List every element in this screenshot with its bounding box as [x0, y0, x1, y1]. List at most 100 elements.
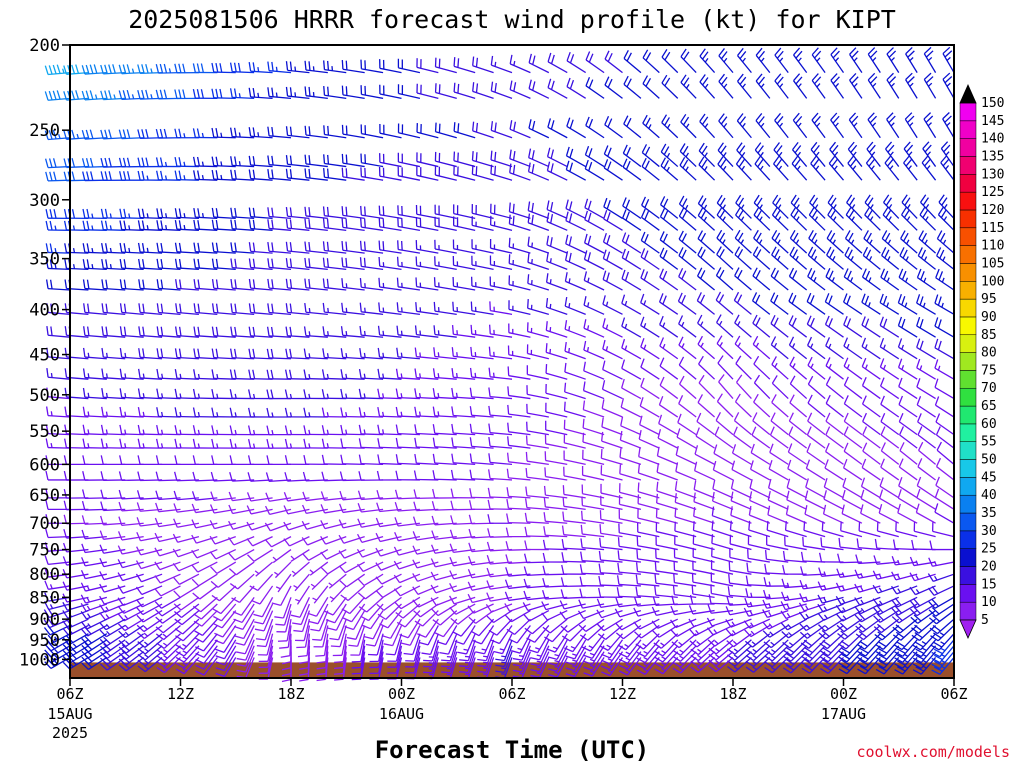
wind-barb: [639, 397, 660, 418]
wind-barb: [825, 357, 844, 380]
colorbar-label: 85: [981, 328, 997, 343]
wind-barb: [716, 393, 734, 418]
wind-barb: [415, 302, 439, 315]
wind-barb: [718, 48, 734, 74]
wind-barb: [561, 564, 586, 575]
wind-barb: [234, 618, 255, 640]
wind-barb: [879, 316, 900, 338]
wind-barb: [856, 538, 881, 551]
wind-barb: [489, 255, 513, 271]
wind-barb: [138, 348, 163, 360]
wind-barb: [617, 550, 641, 563]
wind-barb: [693, 480, 715, 499]
wind-barb: [671, 595, 697, 606]
wind-barb: [209, 520, 236, 530]
wind-barb: [618, 523, 642, 538]
wind-barb: [340, 424, 365, 436]
wind-barb: [485, 603, 513, 613]
wind-barb: [233, 610, 255, 631]
wind-barb: [604, 76, 623, 99]
wind-barb: [710, 560, 734, 575]
wind-barb: [423, 639, 439, 662]
wind-barb: [172, 533, 200, 543]
wind-barb: [771, 206, 789, 231]
wind-barb: [174, 388, 199, 400]
wind-barb: [604, 50, 623, 74]
wind-barb: [471, 204, 494, 220]
wind-barb: [806, 292, 826, 315]
wind-barb: [563, 419, 586, 436]
wind-barb: [876, 521, 899, 538]
wind-barb: [713, 444, 734, 465]
wind-barb: [762, 599, 789, 609]
wind-barb: [904, 112, 918, 139]
wind-barb: [753, 355, 771, 380]
wind-barb: [303, 454, 328, 466]
wind-barb: [394, 596, 421, 610]
wind-barb: [264, 505, 292, 516]
wind-barb: [585, 77, 605, 99]
wind-barb: [892, 618, 918, 634]
wind-barb: [137, 242, 163, 254]
wind-barb: [83, 326, 107, 338]
wind-barb: [845, 206, 863, 231]
colorbar-swatch: [959, 263, 977, 282]
wind-barb: [901, 194, 918, 219]
credit-text: coolwx.com/models: [856, 743, 1010, 761]
wind-barb: [508, 214, 531, 231]
colorbar-label: 95: [981, 292, 997, 307]
wind-barb: [412, 545, 439, 555]
colorbar-swatch: [959, 387, 977, 407]
wind-barb: [753, 229, 771, 254]
wind-barb: [849, 72, 863, 99]
wind-barb: [934, 378, 955, 400]
wind-barb: [452, 239, 476, 254]
wind-barb: [545, 343, 568, 360]
wind-barb: [717, 156, 734, 181]
wind-barb: [341, 85, 365, 99]
wind-barb: [471, 165, 494, 181]
wind-barb: [290, 597, 311, 618]
wind-barb: [215, 633, 237, 653]
wind-barb: [659, 208, 679, 231]
wind-barb: [934, 317, 955, 338]
wind-barb: [636, 651, 660, 670]
wind-barb: [46, 326, 71, 338]
wind-barb: [267, 278, 292, 291]
wind-barb: [488, 436, 513, 449]
wind-barb: [82, 368, 107, 380]
wind-barb: [678, 315, 697, 338]
wind-barb: [875, 639, 900, 657]
wind-barb: [640, 338, 660, 360]
wind-barb: [780, 618, 807, 631]
wind-barb: [527, 162, 550, 181]
wind-barb: [285, 303, 310, 315]
wind-barb: [351, 639, 366, 663]
wind-barb: [284, 455, 310, 466]
wind-barb: [872, 584, 899, 594]
wind-barb: [857, 639, 881, 657]
wind-barb: [459, 645, 476, 668]
wind-barb: [395, 424, 420, 436]
wind-barb: [659, 196, 679, 219]
wind-barb: [903, 141, 918, 167]
wind-barb: [526, 421, 549, 436]
wind-barb: [138, 326, 163, 338]
wind-barb: [507, 366, 531, 380]
wind-barb: [801, 657, 826, 674]
wind-barb: [530, 639, 550, 661]
wind-barb: [377, 347, 402, 360]
wind-barb: [752, 246, 771, 270]
wind-barb: [622, 144, 642, 168]
wind-barb: [583, 250, 605, 270]
wind-barb: [546, 200, 568, 219]
wind-barb: [886, 112, 900, 139]
wind-barb: [119, 171, 144, 181]
wind-barb: [621, 294, 642, 315]
wind-barb: [490, 203, 513, 220]
wind-barb: [676, 428, 697, 449]
wind-barb: [304, 218, 328, 231]
wind-barb: [583, 645, 605, 665]
colorbar-label: 75: [981, 363, 997, 378]
